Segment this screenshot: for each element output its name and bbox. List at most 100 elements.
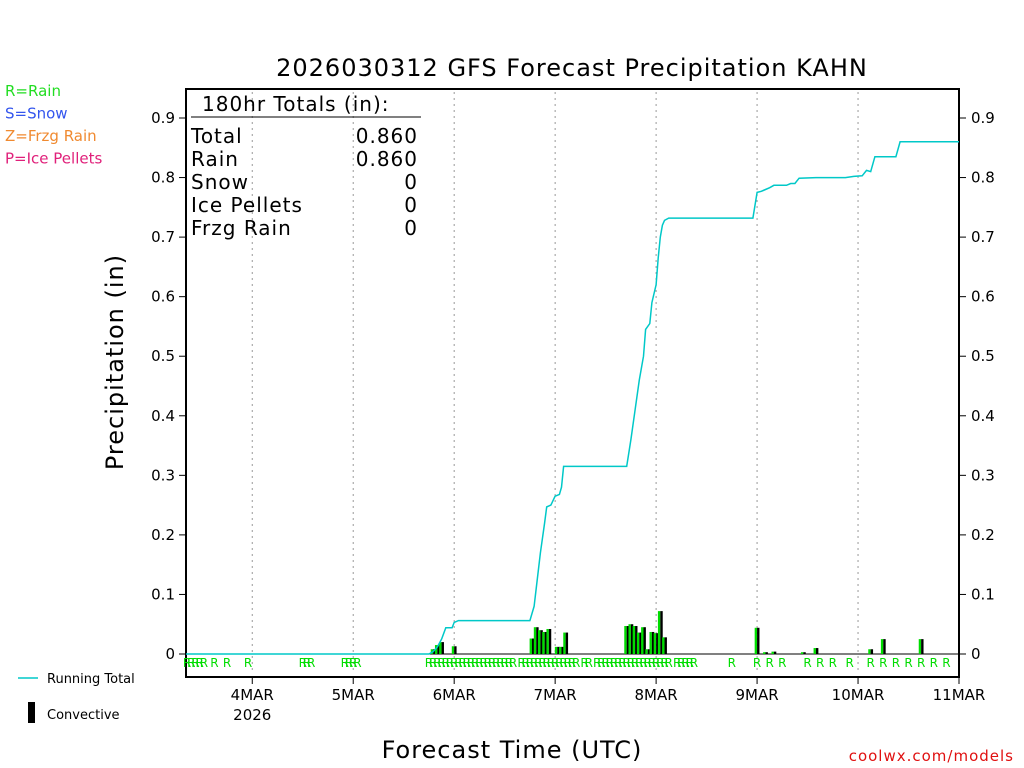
precip-bar — [636, 632, 640, 654]
convective-bar — [651, 631, 655, 654]
precip-type-legend-item: S=Snow — [5, 105, 68, 123]
precip-type-marker: R — [606, 656, 614, 670]
precip-type-marker: R — [866, 656, 874, 670]
precip-type-marker: R — [454, 656, 462, 670]
precip-type-marker: R — [585, 656, 593, 670]
y-tick-right-label: 0.2 — [971, 526, 995, 544]
convective-bar — [656, 633, 659, 654]
precip-type-marker: R — [677, 656, 685, 670]
precip-bar — [628, 624, 631, 654]
precip-type-marker: R — [425, 656, 433, 670]
convective-legend-swatch — [28, 702, 35, 723]
totals-row-label: Frzg Rain — [191, 216, 292, 240]
precip-type-marker: R — [522, 656, 530, 670]
y-tick-left-label: 0.6 — [151, 288, 175, 306]
precip-type-marker: R — [660, 656, 668, 670]
y-tick-right-label: 0.8 — [971, 169, 995, 187]
precip-bar — [763, 652, 766, 654]
plot-frame — [185, 88, 960, 678]
convective-bar — [765, 652, 768, 654]
x-tick-label: 6MAR — [433, 686, 476, 704]
convective-legend-label: Convective — [47, 708, 120, 723]
precip-type-marker: R — [639, 656, 647, 670]
gridlines — [251, 92, 859, 674]
convective-bar — [660, 611, 663, 654]
precip-type-marker: R — [778, 656, 786, 670]
convective-bar — [433, 649, 436, 654]
precip-type-marker: R — [904, 656, 912, 670]
convective-bar — [548, 628, 552, 654]
precip-type-marker: R — [644, 656, 652, 670]
precip-bar — [554, 646, 558, 654]
precip-type-marker: R — [879, 656, 887, 670]
convective-bar — [532, 638, 535, 654]
precip-type-marker: R — [183, 656, 191, 670]
totals-row-label: Rain — [191, 147, 239, 171]
precip-type-marker: R — [534, 656, 542, 670]
precip-type-marker: R — [475, 656, 483, 670]
precip-bar — [434, 645, 438, 654]
convective-bar — [630, 624, 634, 654]
precip-type-marker: R — [559, 656, 567, 670]
precip-type-marker: R — [437, 656, 445, 670]
y-tick-right-label: 0.7 — [971, 228, 995, 246]
convective-bar — [647, 649, 651, 654]
x-axis-ticks: 4MAR 2026 5MAR 6MAR 7MAR 8MAR 9MAR 10MAR 11MAR — [231, 677, 985, 724]
precip-type-marker: R — [538, 656, 546, 670]
precip-type-marker: R — [614, 656, 622, 670]
y-tick-left-label: 0.7 — [151, 228, 175, 246]
y-tick-right-label: 0.9 — [971, 109, 995, 127]
y-axis-label: Precipitation (in) — [101, 254, 129, 470]
x-tick-label: 10MAR — [832, 686, 885, 704]
precip-type-marker: R — [572, 656, 580, 670]
precip-type-marker: R — [458, 656, 466, 670]
precip-type-marker: R — [601, 656, 609, 670]
convective-bar — [803, 652, 806, 654]
precip-type-legend-item: R=Rain — [5, 82, 61, 100]
precip-type-marker: R — [530, 656, 538, 670]
y-tick-left-label: 0.3 — [151, 466, 175, 484]
precip-type-marker: R — [917, 656, 925, 670]
precip-bar — [451, 646, 455, 654]
precip-type-marker: R — [597, 656, 605, 670]
precip-type-marker: R — [543, 656, 551, 670]
precip-bar — [653, 633, 657, 654]
precip-type-marker: R — [341, 656, 349, 670]
convective-bar — [639, 632, 642, 654]
x-tick-label: 8MAR — [635, 686, 678, 704]
precip-type-marker: R — [635, 656, 643, 670]
precip-type-marker: R — [673, 656, 681, 670]
precip-type-marker: R — [753, 656, 761, 670]
convective-bar — [565, 632, 569, 654]
precip-bar — [542, 631, 545, 654]
precip-type-marker: R — [500, 656, 508, 670]
precip-type-marker: R — [648, 656, 656, 670]
precip-type-marker: R — [496, 656, 504, 670]
precip-type-marker: R — [517, 656, 525, 670]
precip-type-marker: R — [303, 656, 311, 670]
precip-type-legend-item: P=Ice Pellets — [5, 150, 102, 168]
y-tick-right-label: 0.1 — [971, 585, 995, 603]
y-axis-left-ticks: 0 0.1 0.2 0.3 0.4 0.5 0.6 0.7 0.8 0.9 — [151, 109, 186, 663]
precip-type-marker: R — [547, 656, 555, 670]
y-tick-left-label: 0.5 — [151, 347, 175, 365]
x-tick-label: 4MAR — [231, 686, 274, 704]
totals-row-label: Total — [190, 124, 243, 148]
precip-type-marker: R — [610, 656, 618, 670]
precip-type-marker: R — [627, 656, 635, 670]
precip-type-marker: R — [450, 656, 458, 670]
precip-type-marker: R — [433, 656, 441, 670]
convective-bar — [544, 631, 548, 654]
precip-type-marker: R — [223, 656, 231, 670]
precip-type-marker: R — [307, 656, 315, 670]
precip-type-marker: R — [196, 656, 204, 670]
precip-bar — [649, 631, 652, 654]
precip-type-marker: R — [463, 656, 471, 670]
totals-row-value: 0.860 — [356, 147, 418, 171]
precip-bar — [538, 630, 541, 654]
precip-type-marker: R — [593, 656, 601, 670]
convective-bar — [635, 626, 638, 654]
precip-type-marker: R — [505, 656, 513, 670]
convective-bar — [454, 646, 457, 654]
precip-type-marker: R — [564, 656, 572, 670]
